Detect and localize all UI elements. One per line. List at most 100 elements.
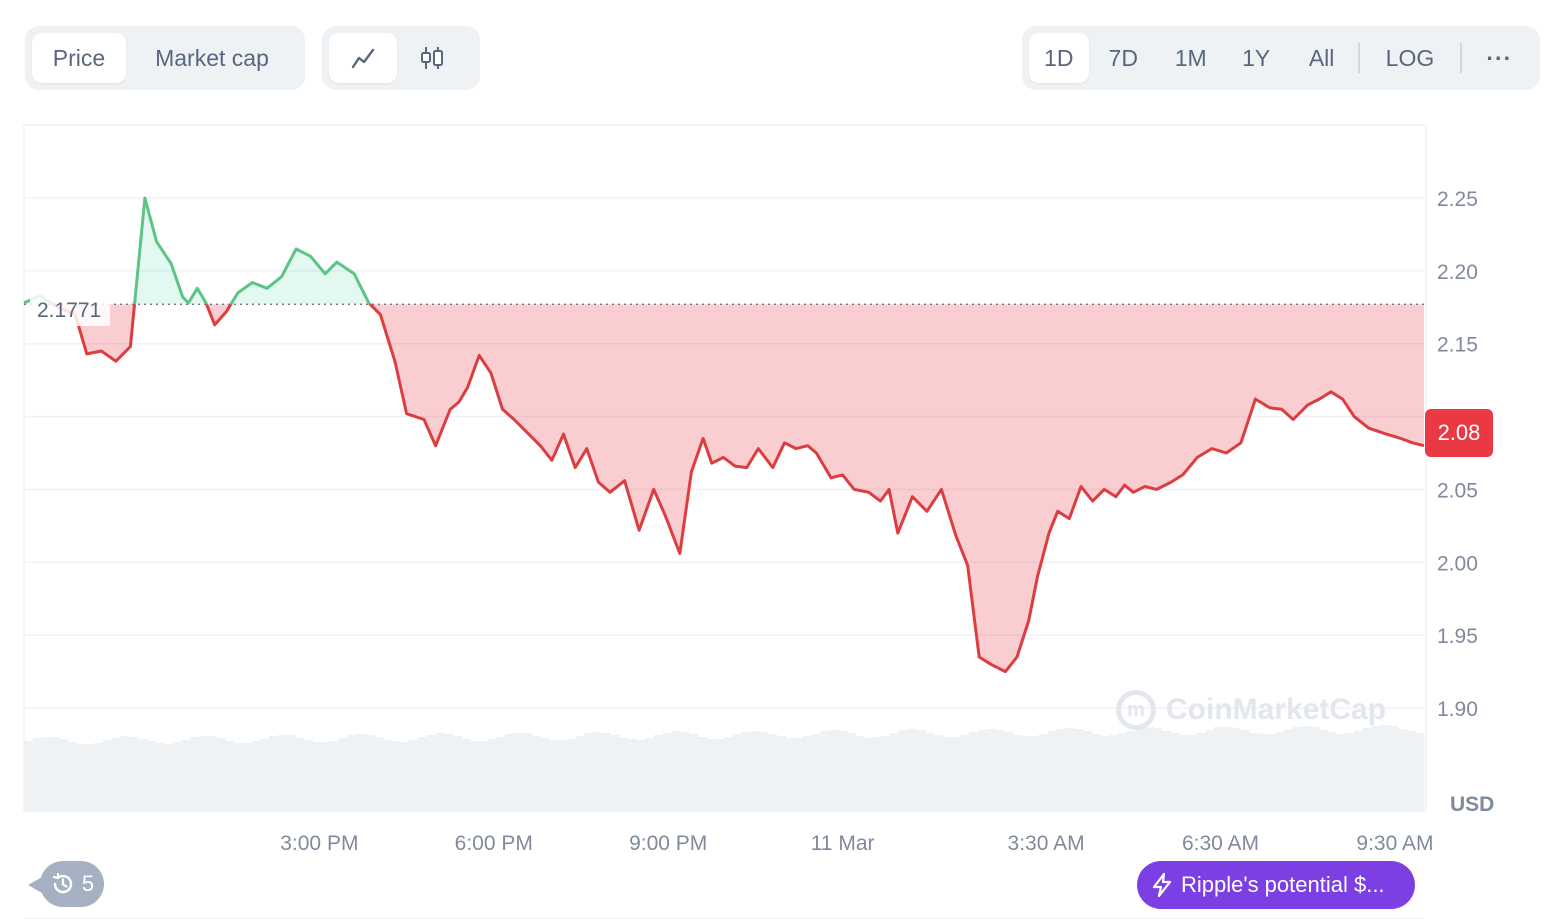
volume-bar xyxy=(347,735,358,811)
volume-bar xyxy=(1406,731,1416,811)
price-line-above xyxy=(23,196,373,305)
volume-bar xyxy=(111,738,121,811)
volume-bar xyxy=(435,733,445,811)
volume-bar xyxy=(286,735,296,811)
volume-bar xyxy=(907,729,918,811)
volume-bar xyxy=(1319,730,1329,811)
tab-market-cap[interactable]: Market cap xyxy=(155,44,269,71)
volume-bar xyxy=(1179,735,1189,811)
volume-bar xyxy=(321,742,331,811)
volume-bar xyxy=(750,731,760,811)
volume-bar xyxy=(977,730,988,811)
volume-bar xyxy=(41,737,51,811)
x-axis: 3:00 PM 6:00 PM 9:00 PM 11 Mar 3:30 AM 6:30 A… xyxy=(280,832,1433,855)
range-all[interactable]: All xyxy=(1308,44,1335,71)
volume-bar xyxy=(1030,736,1040,811)
x-tick-label: 11 Mar xyxy=(811,832,875,855)
volume-bar xyxy=(1240,730,1250,811)
price-lines xyxy=(23,196,1425,674)
y-tick-label: 2.20 xyxy=(1437,261,1478,284)
volume-bar xyxy=(1371,726,1381,811)
volume-bar xyxy=(934,735,944,811)
volume-bar xyxy=(1056,729,1066,811)
more-options-button[interactable]: ··· xyxy=(1486,44,1513,71)
volume-bar xyxy=(680,732,690,811)
volume-bar xyxy=(776,736,786,811)
range-1m[interactable]: 1M xyxy=(1174,44,1207,71)
volume-bar xyxy=(855,736,865,811)
volume-bar xyxy=(260,739,270,811)
range-1d[interactable]: 1D xyxy=(1029,33,1089,83)
range-1y[interactable]: 1Y xyxy=(1242,44,1271,71)
volume-bar xyxy=(1336,734,1346,811)
volume-bar xyxy=(794,738,804,811)
volume-bar xyxy=(1231,728,1241,811)
area-fills xyxy=(24,198,1424,672)
tab-candlestick-chart[interactable] xyxy=(397,33,467,83)
volume-bar xyxy=(741,732,751,811)
coinmarketcap-logo-icon: m xyxy=(1116,690,1156,730)
volume-bar xyxy=(269,736,279,811)
volume-bar xyxy=(584,733,594,811)
volume-bar xyxy=(767,734,778,811)
volume-bar xyxy=(1021,736,1031,811)
volume-bar xyxy=(1135,728,1145,811)
volume-bar xyxy=(24,741,34,811)
x-tick-label: 9:00 PM xyxy=(629,832,707,855)
log-scale-toggle[interactable]: LOG xyxy=(1385,44,1435,71)
volume-bar xyxy=(890,733,900,811)
volume-bar xyxy=(137,739,148,811)
volume-bar xyxy=(1074,729,1084,811)
price-line-below xyxy=(24,304,1425,674)
range-7d[interactable]: 7D xyxy=(1108,44,1138,71)
volume-bar xyxy=(601,733,611,811)
volume-bar xyxy=(942,737,953,811)
volume-bar xyxy=(312,742,323,811)
volume-bar xyxy=(479,741,489,811)
volume-bar xyxy=(496,737,506,811)
volume-bar xyxy=(1170,733,1180,811)
volume-bar xyxy=(951,737,961,811)
volume-bar xyxy=(566,739,576,811)
time-range-toggle: 1D 7D 1M 1Y All LOG ··· xyxy=(1022,26,1540,90)
volume-bar xyxy=(207,736,218,811)
y-tick-label: 2.25 xyxy=(1437,188,1478,211)
volume-bar xyxy=(67,742,78,811)
volume-bar xyxy=(1205,730,1215,811)
volume-bar xyxy=(864,738,874,811)
volume-bar xyxy=(295,738,305,811)
y-tick-label: 1.95 xyxy=(1437,625,1478,648)
volume-bar xyxy=(487,739,498,811)
volume-bar xyxy=(199,736,209,811)
current-price-tag: 2.08 xyxy=(1425,409,1493,457)
volume-bar xyxy=(85,744,95,811)
volume-bar xyxy=(94,743,104,811)
volume-bar xyxy=(531,736,541,811)
volume-bar xyxy=(1012,735,1023,811)
tab-price[interactable]: Price xyxy=(32,33,126,83)
volume-bar xyxy=(382,740,393,811)
history-icon xyxy=(52,872,73,894)
volume-bar xyxy=(1345,733,1355,811)
volume-bar xyxy=(540,738,550,811)
volume-bar xyxy=(304,740,314,811)
history-count: 5 xyxy=(81,871,95,896)
tab-line-chart[interactable] xyxy=(329,33,397,83)
promo-news-button[interactable]: Ripple's potential $... xyxy=(1137,861,1415,909)
volume-bar xyxy=(1266,734,1276,811)
volume-bar xyxy=(50,737,60,811)
volume-bar xyxy=(1249,733,1259,811)
volume-bar xyxy=(505,734,515,811)
volume-bar xyxy=(1144,727,1154,811)
volume-bar xyxy=(1047,731,1058,811)
volume-bar xyxy=(715,739,725,811)
volume-bar xyxy=(426,735,436,811)
history-button[interactable]: 5 xyxy=(28,861,104,907)
volume-bar xyxy=(1354,731,1364,811)
promo-label: Ripple's potential $... xyxy=(1181,872,1385,897)
volume-bar xyxy=(277,735,288,811)
volume-bar xyxy=(164,744,174,811)
volume-bar xyxy=(995,730,1005,811)
volume-bar xyxy=(662,733,673,811)
